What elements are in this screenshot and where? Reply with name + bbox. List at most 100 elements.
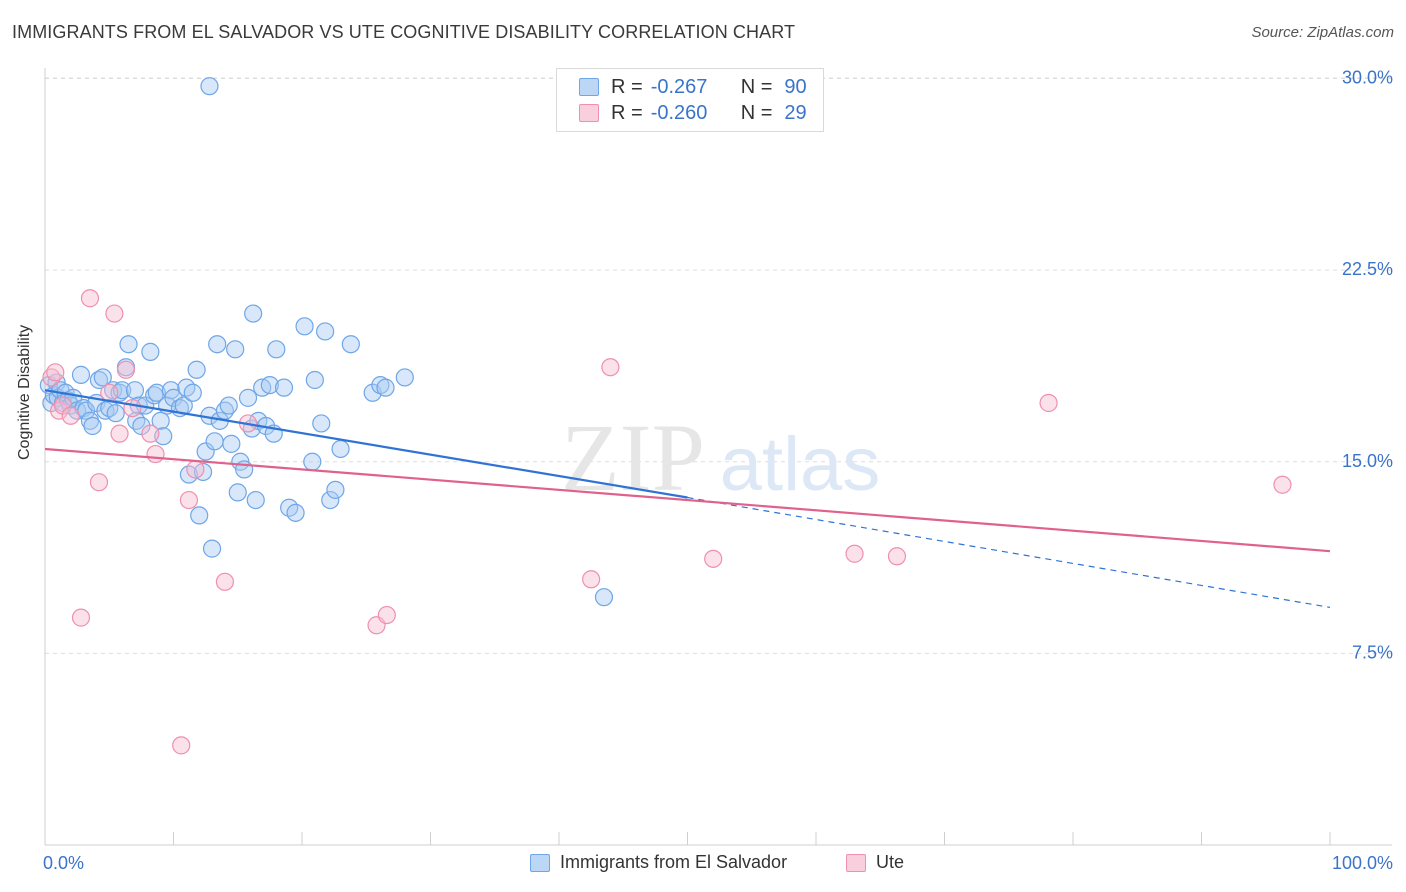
x-tick-label: 0.0%: [43, 853, 84, 873]
ute-point: [71, 608, 91, 627]
el-salvador-point: [326, 480, 345, 499]
ute-point: [845, 544, 864, 563]
ute-point: [146, 444, 165, 464]
el-salvador-point: [244, 304, 263, 323]
chart-title: IMMIGRANTS FROM EL SALVADOR VS UTE COGNI…: [12, 22, 796, 42]
ute-point: [186, 460, 205, 479]
watermark: ZIP atlas: [561, 404, 880, 511]
r-value: -0.260: [650, 101, 708, 124]
el-salvador-point: [200, 77, 219, 96]
stats-row-el-salvador: R = -0.267 N = 90: [579, 74, 807, 100]
el-salvador-point: [376, 378, 395, 397]
el-salvador-point: [312, 414, 331, 433]
x-tick-label: 100.0%: [1332, 853, 1393, 873]
el-salvador-point: [395, 368, 414, 387]
legend: Immigrants from El Salvador Ute: [0, 848, 1406, 880]
el-salvador-point: [202, 539, 222, 558]
ute-point: [110, 424, 129, 443]
el-salvador-point: [305, 370, 324, 390]
pink-swatch-icon: [579, 104, 599, 122]
ute-point: [1039, 393, 1058, 413]
el-salvador-point: [106, 404, 125, 423]
el-salvador-point: [59, 391, 78, 410]
el-salvador-point: [151, 411, 170, 430]
el-salvador-point: [164, 388, 183, 407]
ute-point: [887, 547, 907, 566]
el-salvador-point: [594, 588, 614, 607]
ute-point: [116, 360, 136, 379]
ute-point: [601, 358, 620, 377]
el-salvador-point: [371, 376, 390, 395]
ute-point: [80, 289, 100, 308]
ute-point: [179, 490, 199, 510]
r-label: R =: [611, 101, 643, 124]
n-value: 29: [784, 101, 807, 124]
el-salvador-point: [321, 490, 340, 510]
ute-point: [123, 398, 142, 418]
ute-point: [61, 406, 80, 425]
legend-label: Immigrants from El Salvador: [560, 852, 788, 872]
ute-point: [704, 549, 723, 568]
el-salvador-point: [119, 335, 138, 354]
el-salvador-point: [331, 439, 350, 459]
y-tick-label: 22.5%: [1342, 259, 1393, 279]
blue-swatch-icon: [530, 853, 550, 872]
y-tick-label: 7.5%: [1352, 642, 1393, 662]
legend-item-el-salvador: Immigrants from El Salvador: [530, 852, 787, 873]
el-salvador-point: [295, 317, 314, 336]
el-salvador-point: [71, 365, 91, 384]
el-salvador-point: [286, 503, 305, 522]
el-salvador-point: [226, 340, 245, 359]
el-salvador-point: [260, 376, 279, 395]
ute-point: [89, 473, 109, 492]
stats-box: R = -0.267 N = 90 R = -0.260 N = 29: [556, 68, 824, 132]
el-salvador-point: [238, 388, 258, 407]
ute-point: [46, 363, 65, 382]
blue-swatch-icon: [579, 78, 599, 96]
el-salvador-point: [147, 383, 166, 402]
ute-point: [53, 396, 73, 415]
el-salvador-point: [222, 434, 241, 453]
watermark-zip: ZIP: [561, 404, 705, 511]
n-value: 90: [784, 75, 807, 98]
trend-layer: [44, 389, 1331, 608]
el-salvador-point: [274, 378, 294, 397]
el-salvador-trend-extension: [687, 496, 1331, 608]
el-salvador-point: [228, 483, 247, 502]
stats-row-ute: R = -0.260 N = 29: [579, 100, 807, 126]
ute-trend-line: [44, 447, 1331, 553]
el-salvador-point: [80, 411, 100, 430]
ute-point: [172, 736, 191, 755]
el-salvador-point: [205, 432, 224, 451]
el-salvador-point: [183, 383, 202, 402]
tick-label-layer: 7.5% 15.0% 22.5% 30.0% 0.0% 100.0%: [43, 68, 1393, 874]
watermark-atlas: atlas: [720, 422, 881, 507]
el-salvador-point: [187, 360, 206, 379]
el-salvador-point: [196, 442, 215, 461]
source-credit: Source: ZipAtlas.com: [1251, 24, 1394, 41]
n-label: N =: [740, 75, 773, 98]
el-salvador-point: [145, 386, 164, 405]
ute-point: [100, 383, 119, 402]
el-salvador-trend-line: [44, 389, 688, 499]
el-salvador-point: [141, 342, 160, 361]
ute-point: [105, 304, 124, 323]
el-salvador-point: [316, 322, 335, 341]
ute-point: [1273, 475, 1292, 494]
r-label: R =: [611, 75, 643, 98]
r-value: -0.267: [650, 75, 708, 98]
el-salvador-point: [341, 335, 360, 354]
ute-point: [582, 570, 601, 589]
grid-layer: [45, 77, 1392, 654]
el-salvador-point: [125, 381, 145, 400]
pink-swatch-icon: [846, 853, 866, 872]
el-salvador-point: [83, 416, 102, 436]
ute-point: [377, 605, 396, 625]
el-salvador-point: [219, 396, 238, 415]
n-label: N =: [740, 101, 773, 124]
el-salvador-point: [110, 383, 129, 402]
legend-item-ute: Ute: [846, 852, 904, 873]
el-salvador-point: [246, 490, 265, 510]
el-salvador-point: [267, 340, 286, 359]
